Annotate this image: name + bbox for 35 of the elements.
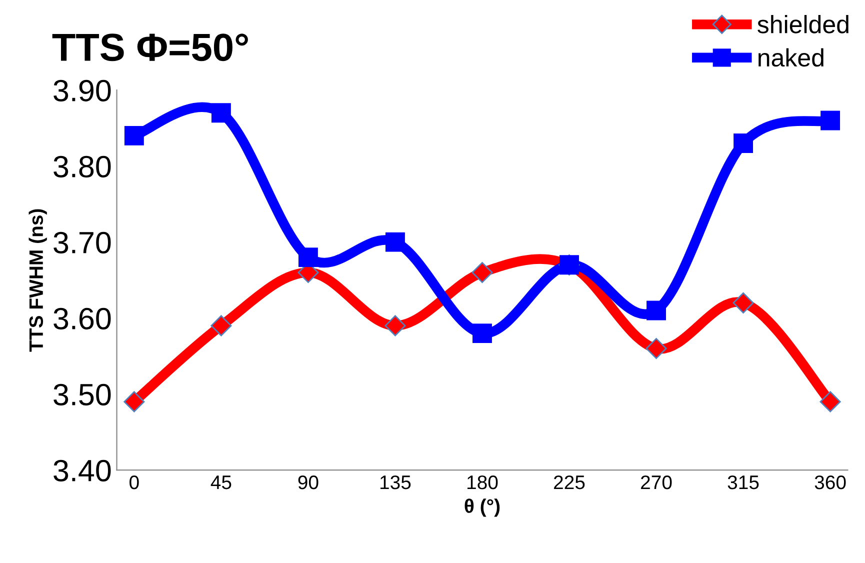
x-tick-label: 0	[130, 475, 139, 490]
x-tick-label: 135	[380, 475, 411, 490]
legend-label: shielded	[758, 15, 848, 34]
point	[386, 232, 405, 252]
point	[384, 315, 406, 336]
x-axis-title: θ (°)	[464, 498, 500, 517]
point	[124, 126, 144, 146]
x-tick-label: 270	[641, 475, 672, 490]
point	[472, 324, 492, 344]
point	[734, 134, 754, 154]
point	[646, 300, 666, 320]
x-tick-label: 315	[728, 475, 759, 490]
point	[820, 391, 841, 412]
point	[298, 248, 318, 268]
point	[472, 262, 493, 284]
y-tick-label: 3.40	[54, 460, 111, 482]
x-tick-label: 45	[210, 476, 232, 490]
x-tick-label: 180	[468, 475, 498, 490]
y-axis-title: TTS FWHM (ns)	[28, 209, 47, 352]
legend-label: naked	[758, 48, 824, 67]
y-tick-label: 3.60	[54, 308, 111, 330]
chart-title: TTS Φ=50°	[52, 34, 248, 62]
point	[646, 338, 667, 360]
x-tick-label: 360	[814, 475, 846, 490]
point	[210, 315, 232, 336]
y-tick-label: 3.90	[54, 80, 111, 102]
y-tick-label: 3.50	[54, 384, 111, 406]
y-tick-label: 3.80	[54, 156, 111, 178]
point	[211, 103, 231, 123]
point	[124, 391, 145, 412]
y-tick-label: 3.70	[54, 232, 111, 254]
point	[820, 110, 840, 130]
x-tick-label: 225	[554, 475, 585, 490]
point	[732, 292, 754, 314]
x-tick-label: 90	[298, 475, 318, 490]
